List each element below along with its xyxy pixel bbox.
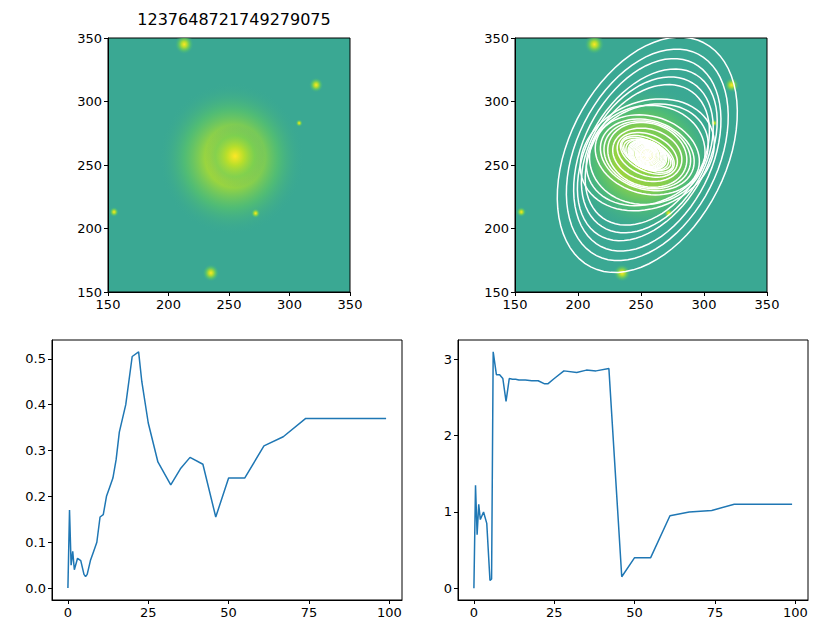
svg-text:0: 0 [64, 605, 72, 620]
svg-text:0.1: 0.1 [25, 535, 46, 550]
svg-text:200: 200 [566, 297, 591, 312]
svg-text:250: 250 [217, 297, 242, 312]
svg-text:75: 75 [707, 605, 724, 620]
svg-text:150: 150 [484, 284, 509, 300]
svg-text:350: 350 [77, 31, 102, 46]
svg-text:0.5: 0.5 [25, 351, 46, 366]
svg-text:350: 350 [484, 31, 509, 46]
svg-text:350: 350 [755, 297, 780, 312]
svg-text:0.2: 0.2 [25, 489, 46, 504]
svg-text:100: 100 [377, 605, 402, 620]
svg-text:250: 250 [77, 158, 102, 173]
svg-text:200: 200 [156, 297, 181, 312]
svg-text:50: 50 [626, 605, 643, 620]
svg-text:150: 150 [503, 297, 528, 312]
svg-text:0: 0 [444, 581, 452, 596]
svg-text:2: 2 [444, 428, 452, 443]
svg-text:300: 300 [277, 297, 302, 312]
svg-text:25: 25 [546, 605, 563, 620]
svg-text:150: 150 [96, 297, 121, 312]
svg-text:0.0: 0.0 [25, 581, 46, 596]
svg-text:3: 3 [444, 352, 452, 367]
svg-text:300: 300 [692, 297, 717, 312]
svg-text:100: 100 [783, 605, 808, 620]
svg-text:0.3: 0.3 [25, 443, 46, 458]
svg-text:1: 1 [444, 504, 452, 519]
svg-text:1237648721749279075: 1237648721749279075 [137, 10, 330, 29]
svg-text:0: 0 [470, 605, 478, 620]
svg-text:250: 250 [484, 158, 509, 173]
svg-text:300: 300 [77, 94, 102, 109]
svg-text:25: 25 [140, 605, 157, 620]
svg-text:300: 300 [484, 94, 509, 109]
svg-text:50: 50 [220, 605, 237, 620]
svg-text:150: 150 [77, 284, 102, 300]
svg-text:0.4: 0.4 [25, 397, 46, 412]
svg-text:200: 200 [484, 221, 509, 236]
svg-text:350: 350 [338, 297, 363, 312]
svg-text:200: 200 [77, 221, 102, 236]
svg-text:250: 250 [629, 297, 654, 312]
svg-text:75: 75 [301, 605, 318, 620]
